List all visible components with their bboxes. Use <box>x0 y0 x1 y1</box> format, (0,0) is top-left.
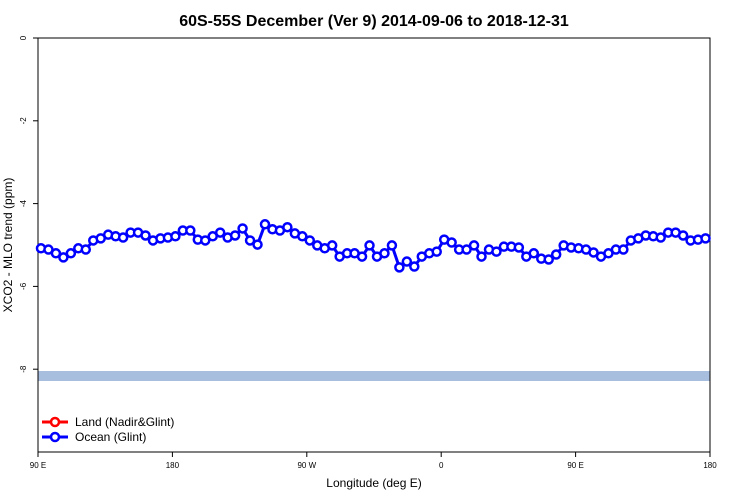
y-tick-label: -2 <box>19 117 28 125</box>
data-point <box>282 221 293 233</box>
y-axis-title: XCO2 - MLO trend (ppm) <box>1 178 15 313</box>
data-point <box>356 251 368 262</box>
data-point <box>379 248 390 259</box>
data-point <box>214 227 226 238</box>
data-point <box>655 232 666 243</box>
x-tick-label: 0 <box>439 461 444 470</box>
chart-title: 60S-55S December (Ver 9) 2014-09-06 to 2… <box>179 13 569 30</box>
data-point <box>588 247 599 258</box>
y-tick-label: -4 <box>19 199 28 207</box>
data-point <box>401 256 413 267</box>
data-point <box>364 240 375 251</box>
data-point <box>618 244 629 255</box>
data-point <box>543 254 554 265</box>
x-tick-label: 180 <box>703 461 717 470</box>
data-point <box>446 237 457 248</box>
data-point <box>259 219 271 230</box>
data-point <box>700 233 711 244</box>
y-tick-label: 0 <box>19 35 28 40</box>
data-point <box>550 249 562 260</box>
data-point <box>513 242 525 253</box>
data-point <box>326 240 338 251</box>
data-point <box>170 231 181 242</box>
data-point <box>65 248 77 259</box>
data-point <box>200 235 211 246</box>
legend-label: Land (Nadir&Glint) <box>75 415 174 429</box>
legend-label: Ocean (Glint) <box>75 430 146 444</box>
data-point <box>229 230 241 241</box>
data-point <box>252 239 263 250</box>
y-tick-label: -8 <box>19 365 28 373</box>
data-point <box>476 251 487 262</box>
x-tick-label: 90 E <box>567 461 583 470</box>
legend-marker <box>49 431 61 443</box>
y-tick-label: -6 <box>19 282 28 290</box>
flag-band <box>38 371 710 381</box>
x-tick-label: 180 <box>166 461 180 470</box>
data-point <box>117 232 129 243</box>
data-point <box>677 230 689 241</box>
data-point <box>461 244 472 255</box>
data-point <box>80 244 92 255</box>
data-point <box>528 248 540 259</box>
data-point <box>386 240 398 251</box>
data-point <box>468 240 480 251</box>
data-point <box>58 252 69 263</box>
legend-marker <box>49 416 61 428</box>
data-point <box>50 248 62 259</box>
data-point <box>431 246 442 257</box>
x-tick-label: 90 E <box>30 461 46 470</box>
data-point <box>185 225 196 236</box>
data-point <box>304 235 316 246</box>
x-axis-title: Longitude (deg E) <box>326 476 421 490</box>
data-point <box>237 223 248 234</box>
x-tick-label: 90 W <box>297 461 316 470</box>
data-point <box>394 262 405 273</box>
data-point <box>140 230 151 241</box>
data-point <box>297 231 308 242</box>
data-point <box>244 235 256 246</box>
data-point <box>491 246 502 257</box>
data-point <box>409 261 420 272</box>
